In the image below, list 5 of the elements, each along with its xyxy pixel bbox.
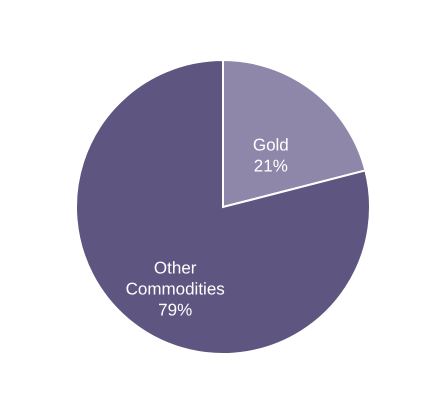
slice-label: Other Commodities — [126, 258, 225, 299]
data-label: 21% — [254, 156, 288, 176]
data-label: 79% — [158, 300, 192, 320]
slice-label: Gold — [252, 135, 289, 154]
pie-slice — [75, 59, 371, 355]
